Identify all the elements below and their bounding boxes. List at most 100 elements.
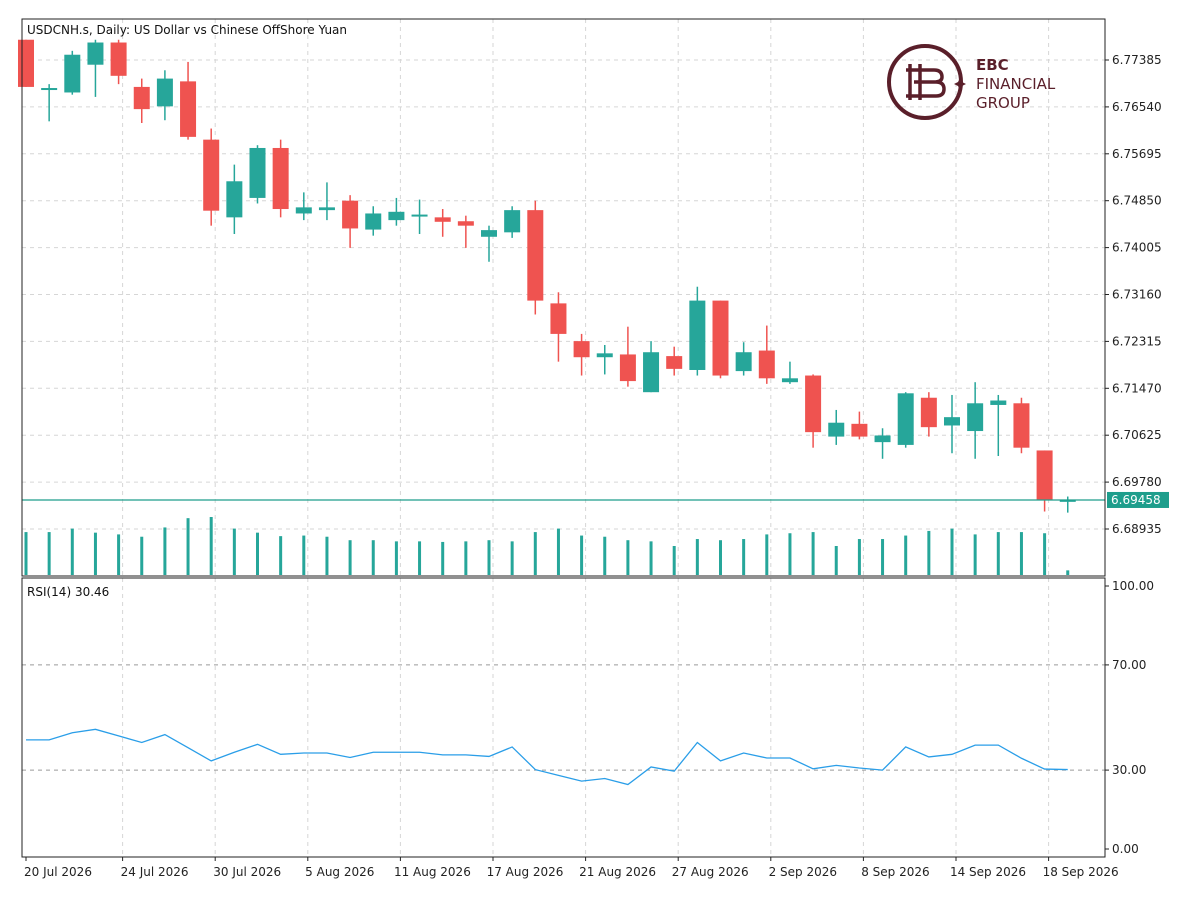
candle [944,394,960,454]
candle [550,292,567,362]
candle [457,215,474,248]
candle [805,374,822,448]
candle-body [735,352,752,372]
time-tick-label: 24 Jul 2026 [121,865,189,879]
candle-body [272,147,289,210]
candle-body [944,417,960,426]
candle [897,392,914,448]
candle [249,145,266,204]
time-axis[interactable]: 20 Jul 2026 24 Jul 2026 30 Jul 2026 5 Aug 2… [24,857,1119,879]
candle [1036,450,1053,512]
volume-bar [1066,570,1070,575]
candle [735,342,752,376]
candle [388,197,405,226]
candle [828,409,845,445]
current-price-line: 6.69458 [22,491,1169,508]
volume-bar [70,528,74,575]
current-price-label: 6.69458 [1111,493,1161,507]
time-tick-label: 27 Aug 2026 [672,865,749,879]
candle [920,392,937,437]
candle [87,39,104,97]
ebc-logo-icon [887,44,966,120]
current-price-tag [1107,491,1169,508]
volume-bar [418,541,422,575]
volume-bar [1019,532,1023,575]
candle [967,382,984,459]
rsi-tick-label: 100.00 [1112,579,1154,593]
candle [758,325,775,384]
volume-bar [649,541,653,575]
volume-bar [441,541,445,575]
price-tick-label: 6.75695 [1112,147,1162,161]
chart-frames [21,18,1106,858]
volume-bar [857,539,861,575]
candle [619,326,636,387]
volume-bar [834,546,838,575]
candle [504,206,521,238]
candle [365,206,382,236]
volume-bar [765,534,769,575]
candle-body [643,352,660,393]
rsi-tick-label: 0.00 [1112,842,1139,856]
candle-body [1013,403,1030,448]
logo-line-2: FINANCIAL [976,75,1056,93]
volume-bar [140,536,144,575]
candle [64,50,81,95]
volume-bar [325,536,329,575]
time-tick-label: 20 Jul 2026 [24,865,92,879]
candle-body [712,300,729,376]
chart-title: USDCNH.s, Daily: US Dollar vs Chinese Of… [27,23,347,37]
volume-bar [394,541,398,575]
volume-bar [279,536,283,575]
candle [133,78,150,123]
volume-bar [209,517,213,575]
price-axis[interactable]: 6.77385 6.76540 6.75695 6.74850 6.74005 6.731… [1105,53,1162,536]
candle [18,39,34,87]
candle-body [318,207,335,211]
volume-bar [232,528,236,575]
price-tick-label: 6.76540 [1112,100,1162,114]
rsi-tick-label: 30.00 [1112,763,1146,777]
candle [689,286,706,376]
candle-body [365,213,382,230]
ebc-logo-text: EBC FINANCIAL GROUP [976,56,1055,113]
candle [342,195,359,248]
time-tick-label: 14 Sep 2026 [950,865,1026,879]
time-tick-label: 21 Aug 2026 [579,865,656,879]
candle-body [41,88,58,91]
candle [643,341,660,393]
candle [272,139,289,218]
volume-bar [348,540,352,575]
candle-body [897,393,914,445]
candle [411,199,428,235]
rsi-axis[interactable]: 100.00 70.00 30.00 0.00 [1105,579,1154,856]
candle [527,200,544,315]
rsi-pane-frame [21,577,1106,858]
candle-body [1059,499,1076,502]
volume-bar [186,518,190,575]
volume-bar [788,533,792,575]
volume-bar [93,532,97,575]
candle-body [758,350,775,379]
volume-bar [580,535,584,575]
candle-body [920,397,937,428]
candle [596,345,613,375]
candle-body [1036,450,1053,501]
price-tick-label: 6.70625 [1112,428,1162,442]
price-tick-label: 6.77385 [1112,53,1162,67]
volume-bar [302,535,306,575]
candle-body [689,300,706,370]
candle-body [87,42,104,65]
candle [874,428,891,459]
volume-bar [973,534,977,575]
candle-body [133,86,150,110]
time-tick-label: 30 Jul 2026 [213,865,281,879]
volume-bar [927,530,931,575]
logo-line-3: GROUP [976,94,1030,112]
rsi-series[interactable] [26,728,1068,786]
candle-body [203,139,220,211]
volume-bar [163,527,167,575]
candle [666,346,683,376]
time-tick-label: 11 Aug 2026 [394,865,471,879]
price-tick-label: 6.74005 [1112,241,1162,255]
